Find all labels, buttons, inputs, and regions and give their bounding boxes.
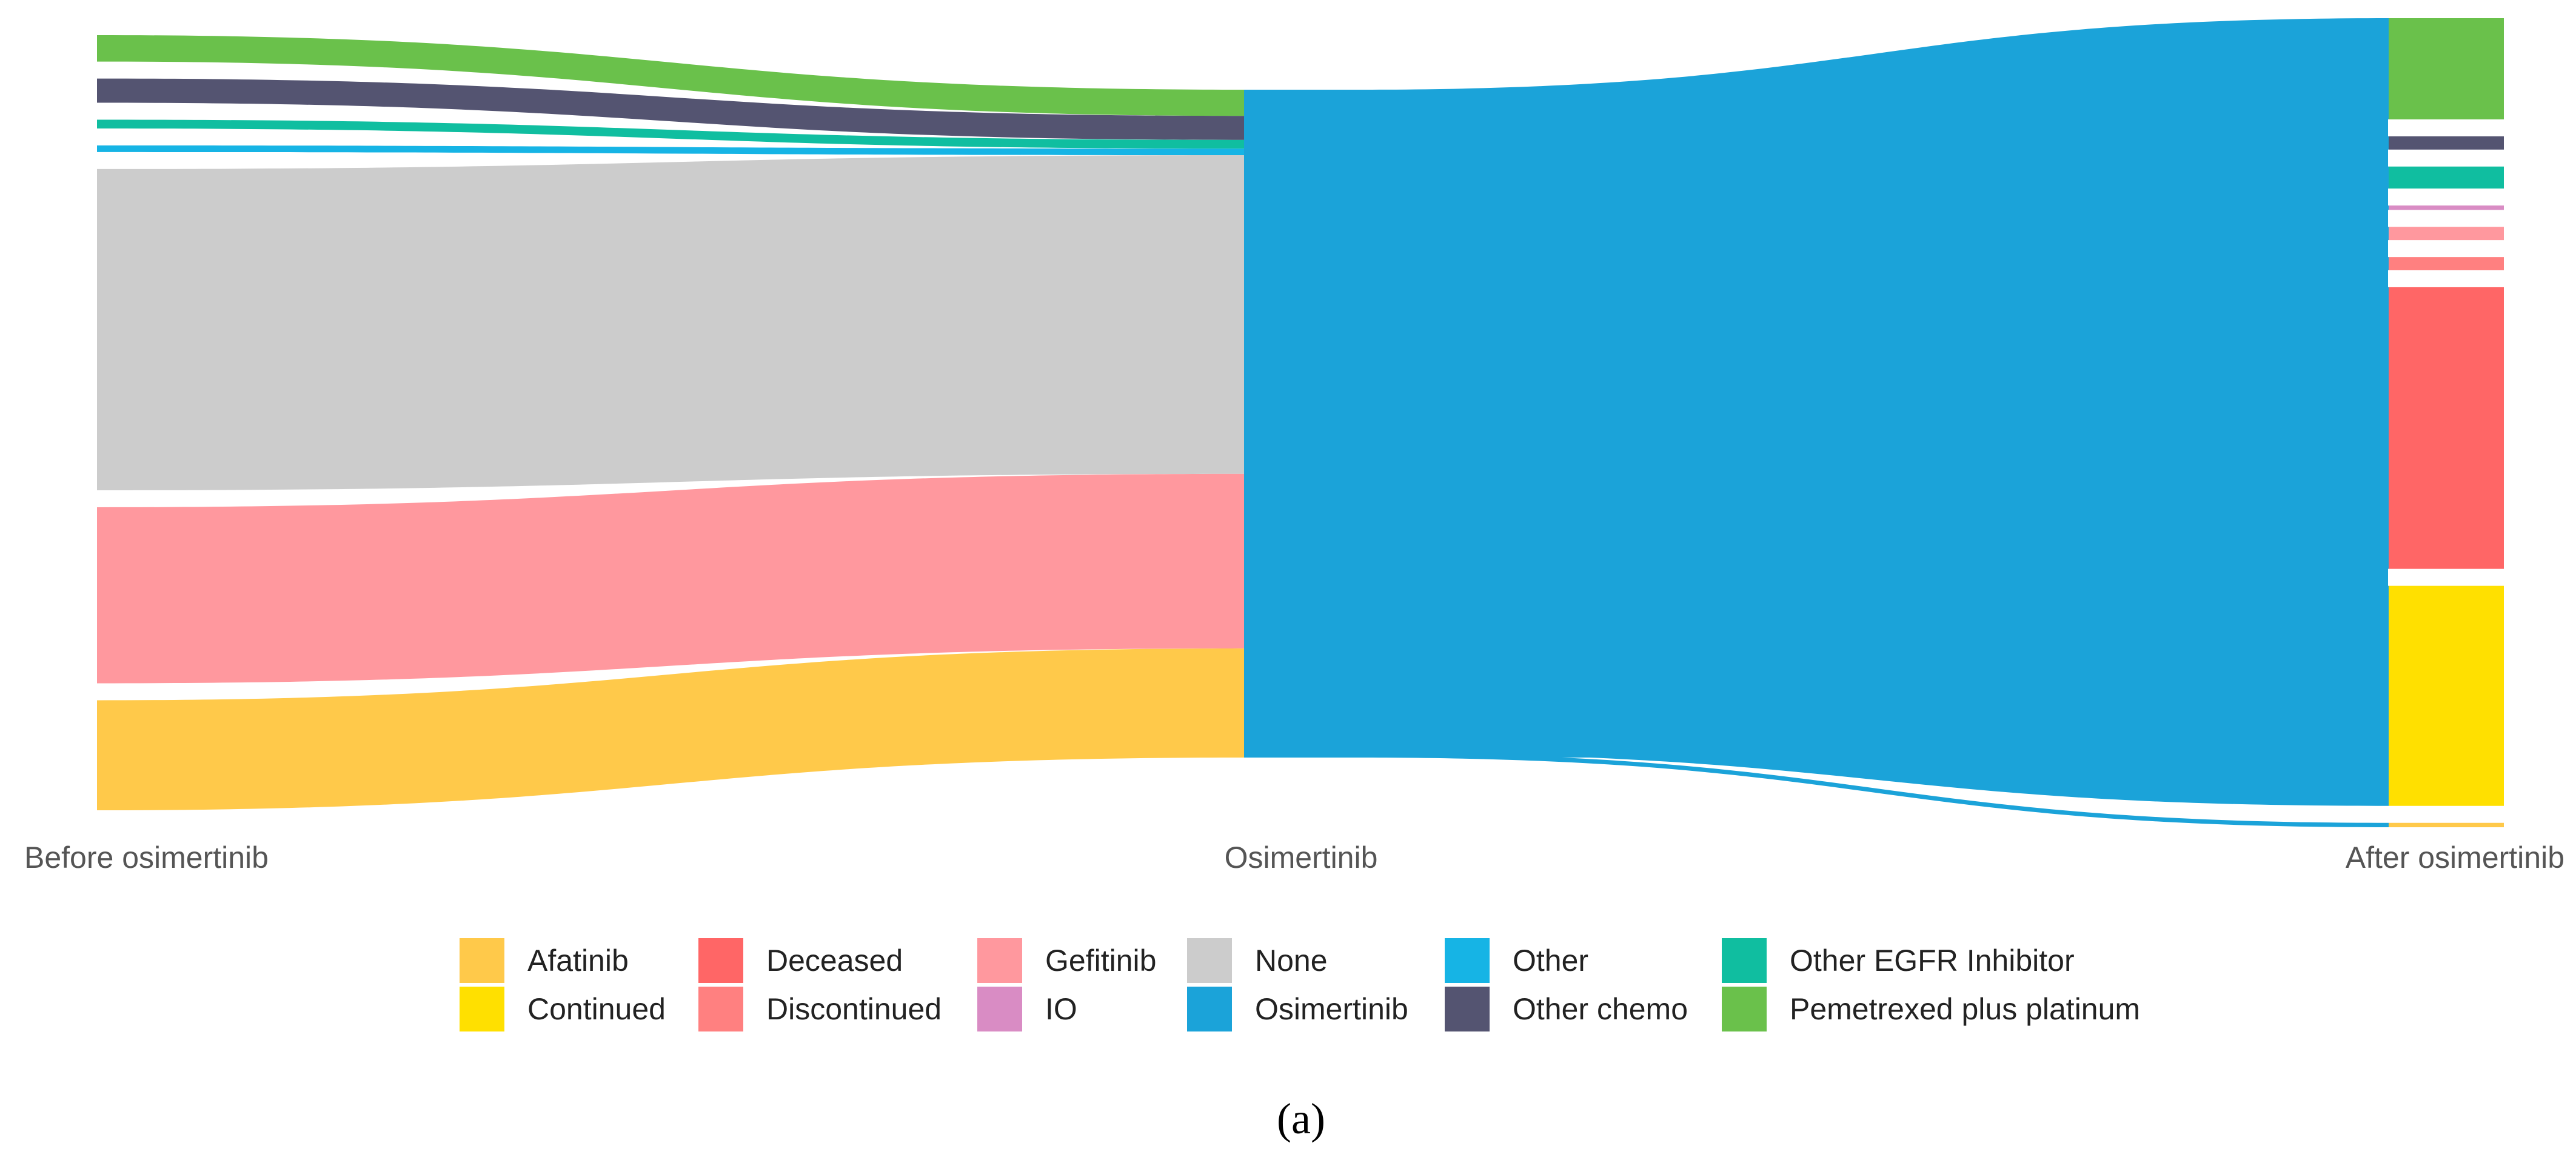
nodes (97, 18, 2504, 827)
legend-swatch-none (1187, 938, 1232, 983)
flow-before-gefitinib (97, 473, 1244, 684)
legend-label-other-chemo: Other chemo (1513, 992, 1688, 1026)
stage-label-before: Before osimertinib (24, 841, 269, 875)
flows-before-to-osimertinib (97, 35, 1244, 810)
legend-label-osimertinib: Osimertinib (1255, 992, 1408, 1026)
legend-item-continued: Continued (460, 987, 666, 1031)
legend-item-other-egfr-inhibitor: Other EGFR Inhibitor (1722, 938, 2075, 983)
node-osimertinib (1244, 90, 2388, 758)
legend-item-deceased: Deceased (698, 938, 903, 983)
legend-item-osimertinib: Osimertinib (1187, 987, 1408, 1031)
legend-item-none: None (1187, 938, 1328, 983)
after-node-afatinib (2389, 822, 2504, 827)
flow-before-other-chemo (97, 78, 1244, 140)
stage-label-osimertinib: Osimertinib (1225, 841, 1378, 875)
legend-swatch-other-chemo (1445, 987, 1490, 1031)
legend-label-discontinued: Discontinued (766, 992, 942, 1026)
after-node-gefitinib (2389, 227, 2504, 241)
legend-item-other: Other (1445, 938, 1588, 983)
after-node-discontinued (2389, 257, 2504, 270)
legend-label-pemetrexed-plus-platinum: Pemetrexed plus platinum (1790, 992, 2140, 1026)
legend: Afatinib Continued Deceased Discontinued Gef… (460, 938, 2140, 1031)
legend-item-discontinued: Discontinued (698, 987, 942, 1031)
legend-swatch-io (977, 987, 1022, 1031)
flow-after-afatinib (1358, 753, 2389, 827)
legend-item-other-chemo: Other chemo (1445, 987, 1688, 1031)
legend-item-gefitinib: Gefitinib (977, 938, 1156, 983)
legend-label-deceased: Deceased (766, 944, 903, 978)
panel-label: (a) (1277, 1095, 1325, 1143)
stage-label-after: After osimertinib (2346, 841, 2564, 875)
after-node-continued (2389, 585, 2504, 806)
legend-label-other: Other (1513, 944, 1588, 978)
flow-before-none (97, 155, 1244, 491)
legend-swatch-other (1445, 938, 1490, 983)
legend-item-afatinib: Afatinib (460, 938, 629, 983)
legend-swatch-other-egfr-inhibitor (1722, 938, 1767, 983)
legend-label-afatinib: Afatinib (527, 944, 629, 978)
legend-label-io: IO (1045, 992, 1077, 1026)
legend-swatch-osimertinib (1187, 987, 1232, 1031)
after-node-other-chemo (2389, 136, 2504, 150)
legend-swatch-deceased (698, 938, 743, 983)
legend-label-gefitinib: Gefitinib (1045, 944, 1156, 978)
legend-item-io: IO (977, 987, 1077, 1031)
after-node-deceased (2389, 287, 2504, 569)
flow-before-pemetrexed-plus-platinum (97, 35, 1244, 116)
flow-before-afatinib (97, 648, 1244, 810)
after-node-io (2389, 205, 2504, 210)
legend-label-other-egfr-inhibitor: Other EGFR Inhibitor (1790, 944, 2075, 978)
legend-swatch-gefitinib (977, 938, 1022, 983)
after-node-other-egfr-inhibitor (2389, 166, 2504, 189)
legend-swatch-discontinued (698, 987, 743, 1031)
flow-before-other-egfr-inhibitor (97, 119, 1244, 149)
legend-item-pemetrexed-plus-platinum: Pemetrexed plus platinum (1722, 987, 2140, 1031)
legend-label-none: None (1255, 944, 1328, 978)
legend-swatch-continued (460, 987, 504, 1031)
legend-swatch-pemetrexed-plus-platinum (1722, 987, 1767, 1031)
flow-before-other (97, 145, 1244, 156)
legend-label-continued: Continued (527, 992, 666, 1026)
after-node-pemetrexed-plus-platinum (2389, 18, 2504, 120)
legend-swatch-afatinib (460, 938, 504, 983)
